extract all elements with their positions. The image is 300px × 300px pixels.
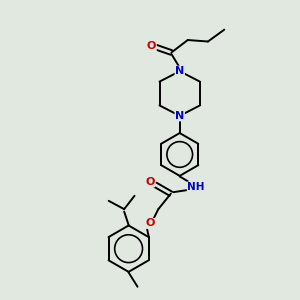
- Text: NH: NH: [187, 182, 205, 192]
- Text: O: O: [145, 218, 155, 228]
- Text: N: N: [175, 111, 184, 121]
- Text: N: N: [175, 66, 184, 76]
- Text: O: O: [147, 41, 156, 51]
- Text: O: O: [145, 177, 155, 187]
